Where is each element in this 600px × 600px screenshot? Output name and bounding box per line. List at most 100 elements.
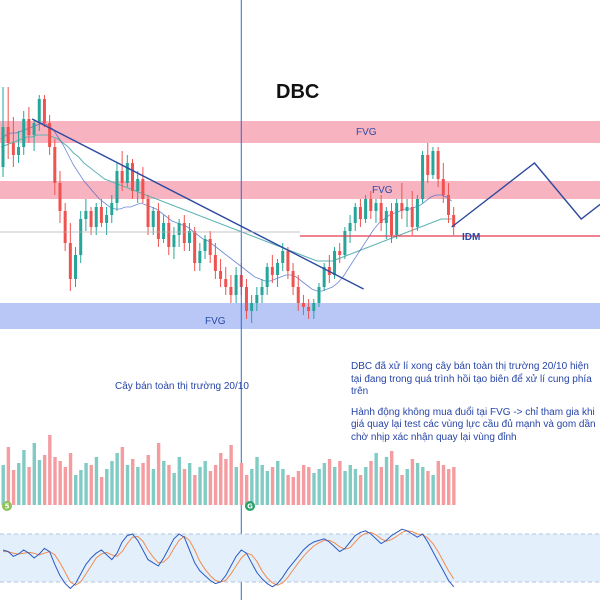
candle-body	[120, 171, 124, 183]
candle	[182, 215, 186, 251]
stoch-d-line	[3, 530, 455, 586]
candle	[115, 163, 119, 211]
volume-bar	[421, 467, 425, 505]
analysis-note: DBC đã xử lí xong cây bán toàn thị trườn…	[351, 361, 596, 452]
candle-body	[167, 223, 171, 247]
volume-bar	[390, 451, 394, 505]
candle	[48, 115, 52, 155]
fvg-label-1: FVG	[356, 127, 377, 138]
volume-bar	[436, 461, 441, 505]
fvg-zones: FVG FVG FVG	[0, 121, 600, 329]
candle	[353, 203, 357, 231]
candle	[84, 199, 88, 231]
volume-bar	[136, 467, 140, 505]
volume-bar	[182, 469, 187, 505]
volume-bar	[452, 467, 456, 505]
volume-bar	[131, 459, 135, 505]
candle-body	[17, 147, 21, 155]
candle-body	[27, 119, 31, 135]
candle	[187, 223, 191, 251]
candle	[364, 195, 368, 223]
candle-body	[312, 303, 316, 311]
volume-bar	[291, 477, 295, 505]
candle-body	[390, 211, 393, 235]
candle-body	[193, 231, 197, 263]
volume-bar	[208, 471, 213, 505]
volume-bar	[42, 455, 47, 505]
candle-body	[270, 267, 274, 275]
candle	[452, 207, 456, 235]
volume-bar	[338, 461, 342, 505]
volume-bar	[187, 463, 192, 505]
volume-bar	[265, 471, 270, 505]
candle-body	[68, 243, 72, 279]
volume-bar	[317, 469, 321, 505]
volume-bar	[27, 467, 31, 505]
candle-body	[338, 251, 342, 255]
candle-body	[42, 99, 46, 123]
candle-body	[384, 211, 388, 223]
candle	[415, 195, 419, 231]
chart-labels: DBC	[276, 81, 319, 103]
candle	[156, 203, 160, 247]
candle-body	[219, 271, 223, 279]
candle	[322, 263, 326, 291]
volume-bar	[193, 475, 197, 505]
candle	[68, 223, 72, 291]
volume-bar	[270, 467, 275, 505]
volume-bar	[198, 467, 202, 505]
volume-bar	[348, 465, 352, 505]
candle	[219, 259, 223, 287]
fvg-zone-3	[0, 303, 600, 329]
candle-body	[84, 211, 88, 219]
candle-body	[141, 179, 145, 199]
candle	[327, 255, 331, 283]
candle	[37, 95, 41, 131]
candle-body	[358, 207, 362, 219]
candle-body	[229, 287, 233, 295]
candle-body	[379, 203, 383, 223]
candle-body	[162, 223, 166, 239]
volume-bar	[395, 465, 399, 505]
candle	[203, 235, 207, 259]
volume-bar	[224, 459, 228, 505]
candle	[390, 203, 393, 243]
volume-bar	[431, 475, 435, 505]
candle	[22, 111, 26, 155]
candle	[193, 227, 197, 271]
volume-bar	[307, 467, 311, 505]
candle	[431, 147, 435, 179]
candle-body	[213, 255, 217, 271]
candle	[6, 87, 10, 159]
idm-label: IDM	[462, 232, 480, 243]
candle-body	[281, 251, 285, 263]
candle-body	[105, 215, 109, 223]
candle-body	[208, 239, 212, 255]
candle-body	[307, 307, 311, 311]
candle-body	[94, 207, 98, 227]
candle	[348, 215, 352, 243]
candle-body	[250, 303, 254, 311]
candle-body	[125, 163, 129, 183]
fvg-label-2: FVG	[372, 185, 393, 196]
stoch-band	[0, 534, 600, 582]
volume-bar	[296, 471, 301, 505]
stochastic-panel	[0, 528, 600, 590]
volume-bar	[125, 465, 130, 505]
candle-body	[89, 211, 93, 227]
volume-bar	[358, 475, 363, 505]
analysis-note-p1: DBC đã xử lí xong cây bán toàn thị trườn…	[351, 361, 592, 397]
volume-bar	[322, 463, 327, 505]
candle	[441, 163, 445, 203]
volume-bar	[79, 470, 83, 505]
volume-bar	[162, 461, 166, 505]
candle	[379, 195, 383, 231]
candle	[79, 211, 83, 263]
candle	[94, 203, 98, 235]
volume-bar	[58, 461, 62, 505]
candle-body	[364, 199, 368, 219]
candle-body	[136, 179, 140, 191]
candle-body	[53, 147, 57, 183]
volume-bar	[446, 469, 451, 505]
candle	[74, 247, 78, 287]
